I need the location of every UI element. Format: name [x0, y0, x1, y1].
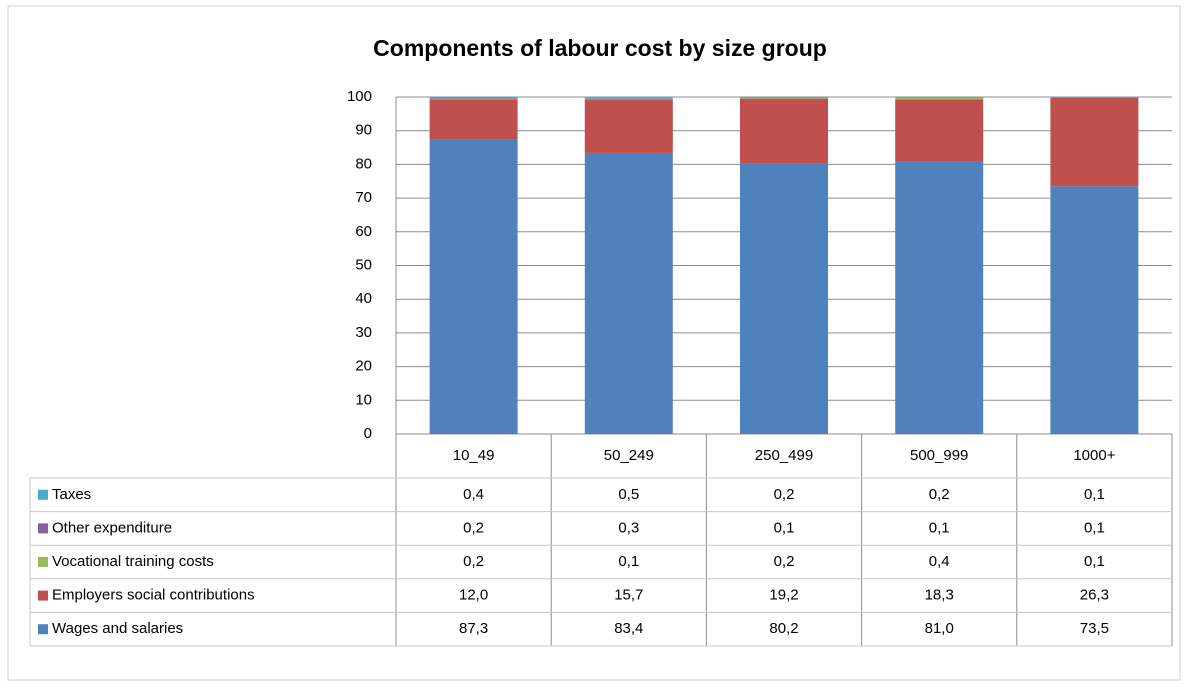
y-tick-label: 60	[355, 223, 372, 240]
value-label: 12,0	[459, 587, 488, 604]
legend-swatch	[38, 557, 48, 567]
legend-swatch	[38, 624, 48, 635]
bar-segment	[429, 98, 518, 100]
bar-segment	[895, 99, 984, 162]
value-label: 0,1	[1084, 486, 1105, 503]
bar-segment	[1050, 97, 1139, 187]
bar-segment	[740, 97, 828, 99]
y-tick-label: 80	[355, 155, 372, 172]
y-tick-label: 90	[355, 122, 372, 139]
legend-label: Wages and salaries	[52, 620, 183, 637]
legend-label: Vocational training costs	[52, 553, 214, 570]
bar-segment	[895, 161, 984, 434]
x-tick-label: 1000+	[1073, 447, 1115, 464]
value-label: 0,4	[463, 486, 484, 503]
value-label: 0,1	[618, 553, 639, 570]
x-tick-label: 250_499	[755, 447, 813, 464]
legend-label: Employers social contributions	[52, 587, 255, 604]
y-tick-label: 70	[355, 189, 372, 206]
bar-segment	[895, 98, 984, 100]
bar-segment	[740, 163, 828, 434]
legend-swatch	[38, 489, 48, 500]
legend-label: Other expenditure	[52, 519, 172, 536]
bar-segment	[740, 98, 828, 100]
value-label: 0,1	[929, 519, 950, 536]
y-tick-label: 10	[355, 391, 372, 408]
value-label: 0,2	[929, 486, 950, 503]
value-label: 0,1	[1084, 553, 1105, 570]
value-label: 0,3	[618, 519, 639, 536]
y-tick-label: 50	[355, 256, 372, 273]
x-tick-label: 10_49	[453, 447, 495, 464]
value-label: 0,2	[463, 519, 484, 536]
bar-segment	[429, 98, 518, 99]
value-label: 83,4	[614, 620, 643, 637]
bar-segment	[584, 97, 673, 99]
x-tick-label: 50_249	[604, 447, 654, 464]
bar-segment	[740, 99, 828, 164]
value-label: 0,1	[774, 519, 795, 536]
value-label: 18,3	[925, 587, 954, 604]
y-tick-label: 20	[355, 358, 372, 375]
value-label: 87,3	[459, 620, 488, 637]
bar-segment	[584, 100, 673, 153]
value-label: 0,2	[774, 553, 795, 570]
y-tick-label: 100	[347, 88, 372, 105]
y-tick-label: 30	[355, 324, 372, 341]
value-label: 0,2	[463, 553, 484, 570]
bar-segment	[584, 98, 673, 100]
bar-segment	[895, 97, 984, 98]
value-label: 0,1	[1084, 519, 1105, 536]
chart-title: Components of labour cost by size group	[373, 35, 827, 61]
y-tick-label: 40	[355, 290, 372, 307]
bar-segment	[429, 139, 518, 434]
value-label: 73,5	[1080, 620, 1109, 637]
value-label: 80,2	[769, 620, 798, 637]
y-tick-label: 0	[364, 425, 372, 442]
value-label: 15,7	[614, 587, 643, 604]
value-label: 26,3	[1080, 587, 1109, 604]
legend-swatch	[38, 523, 48, 534]
value-label: 0,2	[774, 486, 795, 503]
bar-segment	[429, 99, 518, 140]
x-tick-label: 500_999	[910, 447, 968, 464]
bar-segment	[429, 96, 518, 99]
value-label: 81,0	[925, 620, 954, 637]
bar-segment	[1050, 186, 1139, 434]
value-label: 19,2	[769, 587, 798, 604]
value-label: 0,5	[618, 486, 639, 503]
bar-segment	[584, 152, 673, 434]
legend-label: Taxes	[52, 486, 91, 503]
legend-swatch	[38, 590, 48, 601]
value-label: 0,4	[929, 553, 950, 570]
